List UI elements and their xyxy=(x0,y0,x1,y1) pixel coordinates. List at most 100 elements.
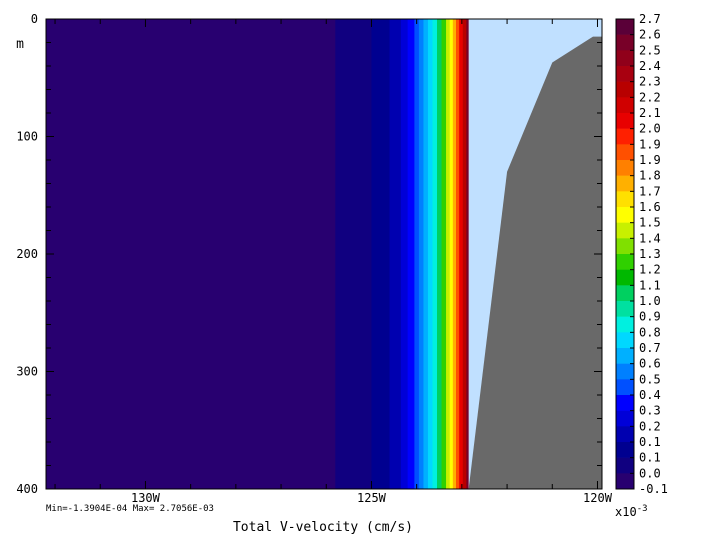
colorbar-label: 0.4 xyxy=(639,388,661,402)
colorbar-swatch xyxy=(616,113,634,129)
velocity-band xyxy=(432,19,438,489)
velocity-band xyxy=(459,19,464,489)
land-mask xyxy=(468,36,602,489)
colorbar-label: 2.5 xyxy=(639,43,661,57)
colorbar-swatch xyxy=(616,144,634,161)
velocity-band xyxy=(389,19,402,489)
colorbar-swatch xyxy=(616,473,634,490)
y-tick-label: 200 xyxy=(16,247,38,261)
y-tick-label: 100 xyxy=(16,130,38,144)
x-tick-label: 125W xyxy=(357,491,387,505)
colorbar-swatch xyxy=(616,19,634,35)
colorbar-label: 1.9 xyxy=(639,153,661,167)
velocity-band xyxy=(452,19,457,489)
colorbar-swatch xyxy=(616,191,634,208)
velocity-band xyxy=(462,19,467,489)
colorbar-swatch xyxy=(616,34,634,51)
colorbar-label: 0.3 xyxy=(639,404,661,418)
velocity-band xyxy=(427,19,433,489)
colorbar-swatch xyxy=(616,66,634,82)
velocity-band xyxy=(466,19,470,489)
colorbar-label: 0.7 xyxy=(639,341,661,355)
colorbar-scale-base: x10 xyxy=(615,505,637,519)
velocity-band xyxy=(371,19,391,489)
colorbar-label: 1.9 xyxy=(639,137,661,151)
colorbar-label: 0.6 xyxy=(639,357,661,371)
colorbar-swatch xyxy=(616,285,634,302)
colorbar-swatch xyxy=(616,50,634,67)
colorbar-swatch xyxy=(616,269,634,286)
colorbar-label: 0.0 xyxy=(639,466,661,480)
colorbar-swatch xyxy=(616,81,634,98)
colorbar-swatch xyxy=(616,348,634,364)
velocity-band xyxy=(455,19,460,489)
colorbar-swatch xyxy=(616,97,634,114)
y-tick-label: 400 xyxy=(16,482,38,496)
colorbar-label: 0.1 xyxy=(639,435,661,449)
velocity-band xyxy=(407,19,415,489)
velocity-band xyxy=(400,19,409,489)
colorbar-swatch xyxy=(616,160,634,176)
colorbar-label: 1.3 xyxy=(639,247,661,261)
colorbar-swatch xyxy=(616,379,634,396)
colorbar-label: 1.1 xyxy=(639,278,661,292)
plot-area xyxy=(46,19,602,489)
colorbar-label: 1.4 xyxy=(639,231,661,245)
velocity-band xyxy=(46,19,336,489)
colorbar-label: 1.2 xyxy=(639,263,661,277)
colorbar-swatch xyxy=(616,457,634,474)
colorbar-label: 2.2 xyxy=(639,90,661,104)
x-tick-label: 130W xyxy=(131,491,161,505)
colorbar-swatch xyxy=(616,426,634,443)
colorbar-label: 0.5 xyxy=(639,372,661,386)
colorbar-swatch xyxy=(616,363,634,380)
colorbar-swatch xyxy=(616,395,634,411)
colorbar-swatch xyxy=(616,332,634,349)
velocity-band xyxy=(449,19,454,489)
colorbar-label: 1.6 xyxy=(639,200,661,214)
colorbar-swatch xyxy=(616,175,634,192)
colorbar-label: 1.7 xyxy=(639,184,661,198)
colorbar-label: 0.1 xyxy=(639,451,661,465)
colorbar-label: 1.0 xyxy=(639,294,661,308)
colorbar-swatch xyxy=(616,128,634,145)
velocity-band xyxy=(335,19,372,489)
colorbar-label: -0.1 xyxy=(639,482,668,496)
colorbar-swatch xyxy=(616,222,634,239)
colorbar-swatch xyxy=(616,254,634,270)
colorbar-swatch xyxy=(616,442,634,458)
colorbar-label: 2.7 xyxy=(639,12,661,26)
velocity-band xyxy=(423,19,429,489)
velocity-band xyxy=(418,19,424,489)
colorbar-label: 2.0 xyxy=(639,122,661,136)
y-axis-label: m xyxy=(16,37,24,52)
colorbar-label: 2.1 xyxy=(639,106,661,120)
colorbar-label: 2.6 xyxy=(639,28,661,42)
colorbar-label: 1.8 xyxy=(639,169,661,183)
colorbar-label: 0.8 xyxy=(639,325,661,339)
colorbar-label: 2.4 xyxy=(639,59,661,73)
colorbar-scale-exponent: -3 xyxy=(637,504,648,514)
colorbar-scale-label: x10-3 xyxy=(615,504,648,519)
colorbar-swatch xyxy=(616,410,634,427)
y-tick-label: 300 xyxy=(16,365,38,379)
colorbar-label: 1.5 xyxy=(639,216,661,230)
velocity-band xyxy=(437,19,443,489)
y-tick-label: 0 xyxy=(31,12,38,26)
colorbar-swatch xyxy=(616,238,634,255)
velocity-band xyxy=(441,19,447,489)
x-axis-label: Total V-velocity (cm/s) xyxy=(233,520,413,535)
colorbar-swatch xyxy=(616,316,634,333)
min-max-stats: Min=-1.3904E-04 Max= 2.7056E-03 xyxy=(46,504,214,514)
colorbar-swatch xyxy=(616,207,634,223)
x-axis: 130W 125W 120W xyxy=(54,19,613,505)
x-tick-label: 120W xyxy=(583,491,613,505)
y-axis: 0 100 200 300 400 xyxy=(16,12,602,496)
colorbar: 2.72.62.52.42.32.22.12.01.91.91.81.71.61… xyxy=(615,12,668,496)
colorbar-label: 0.9 xyxy=(639,310,661,324)
colorbar-swatch xyxy=(616,301,634,317)
velocity-band xyxy=(446,19,451,489)
colorbar-label: 0.2 xyxy=(639,419,661,433)
velocity-band xyxy=(414,19,420,489)
